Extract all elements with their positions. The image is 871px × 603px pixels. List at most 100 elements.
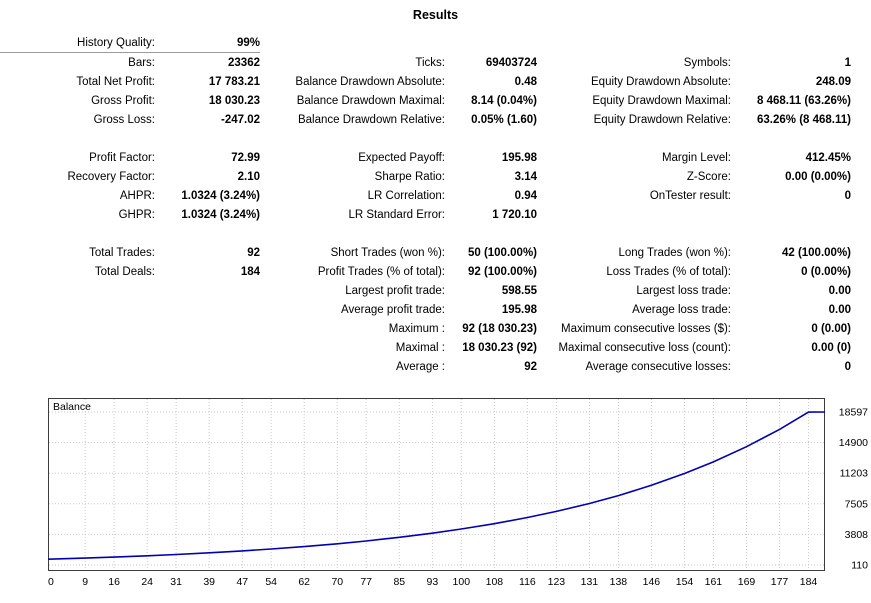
stat-value: -247.02: [220, 113, 260, 126]
stat-label: Average loss trade:: [632, 303, 731, 316]
svg-text:70: 70: [331, 576, 343, 588]
svg-text:11203: 11203: [840, 468, 869, 480]
svg-text:93: 93: [427, 576, 439, 588]
svg-text:3808: 3808: [845, 529, 869, 541]
stat-value: 8.14 (0.04%): [471, 94, 537, 107]
stat-value: 92 (18 030.23): [462, 322, 537, 335]
stat-value: 0 (0.00%): [801, 265, 851, 278]
stat-value: 42 (100.00%): [781, 246, 851, 259]
stat-value: 92: [524, 360, 537, 373]
stat-value: 184: [240, 265, 260, 278]
stats-row: Total Trades: 92 Short Trades (won %): 50 (…: [0, 243, 871, 262]
svg-text:47: 47: [236, 576, 248, 588]
stat-value: 0: [844, 360, 851, 373]
stat-value: 72.99: [231, 151, 260, 164]
stat-label: Margin Level:: [661, 151, 731, 164]
stat-label: Maximal consecutive loss (count):: [558, 341, 731, 354]
stat-label: Maximal :: [395, 341, 445, 354]
svg-text:14900: 14900: [839, 437, 868, 449]
stat-label: Maximum :: [388, 322, 445, 335]
stat-value: 99%: [155, 35, 260, 53]
stat-value: 17 783.21: [208, 75, 260, 88]
stats-row: Largest profit trade: 598.55 Largest loss …: [0, 281, 871, 300]
stats-row: History Quality: 99%: [0, 34, 871, 53]
stat-label: Average profit trade:: [341, 303, 445, 316]
balance-line: [47, 411, 826, 560]
svg-text:77: 77: [360, 576, 372, 588]
balance-chart-svg: 110 3808 7505 11203 14900 18597 0 9 16 24 31 39 47 54…: [47, 398, 869, 588]
stat-value: 412.45%: [805, 151, 851, 164]
stat-value: 63.26% (8 468.11): [757, 113, 851, 126]
stat-label: Long Trades (won %):: [618, 246, 731, 259]
stat-label: Recovery Factor:: [67, 170, 155, 183]
stat-value: 8 468.11 (63.26%): [757, 94, 851, 107]
stat-value: 3.14: [514, 170, 537, 183]
stat-label: Maximum consecutive losses ($):: [561, 322, 731, 335]
svg-text:100: 100: [453, 576, 471, 588]
svg-text:123: 123: [548, 576, 566, 588]
svg-text:169: 169: [738, 576, 756, 588]
stat-label: Equity Drawdown Maximal:: [592, 94, 731, 107]
svg-text:161: 161: [705, 576, 723, 588]
stats-row: Total Net Profit: 17 783.21 Balance Drawdo…: [0, 72, 871, 91]
stat-label: Total Net Profit:: [76, 75, 155, 88]
stat-value: 195.98: [501, 151, 537, 164]
stat-value: 50 (100.00%): [467, 246, 537, 259]
svg-text:146: 146: [643, 576, 661, 588]
stat-label: Sharpe Ratio:: [374, 170, 445, 183]
stat-label: Gross Profit:: [91, 94, 155, 107]
stat-label: Equity Drawdown Relative:: [593, 113, 731, 126]
stat-value: 0.00: [828, 284, 851, 297]
stat-label: Profit Trades (% of total):: [317, 265, 445, 278]
stats-row: Total Deals: 184 Profit Trades (% of total…: [0, 262, 871, 281]
stat-label: Equity Drawdown Absolute:: [591, 75, 731, 88]
stats-row: Recovery Factor: 2.10 Sharpe Ratio: 3.14 Z-S…: [0, 167, 871, 186]
stat-label: Average consecutive losses:: [585, 360, 731, 373]
stats-row: Maximal : 18 030.23 (92) Maximal consecuti…: [0, 338, 871, 357]
stat-value: 0.00: [828, 303, 851, 316]
balance-chart: 110 3808 7505 11203 14900 18597 0 9 16 24 31 39 47 54…: [47, 398, 871, 594]
stat-label: Balance Drawdown Absolute:: [295, 75, 445, 88]
svg-text:9: 9: [82, 576, 88, 588]
stat-label: Symbols:: [683, 56, 731, 69]
stats-row: Gross Loss: -247.02 Balance Drawdown Relat…: [0, 110, 871, 129]
stat-label: Bars:: [128, 56, 155, 69]
stat-label: LR Correlation:: [367, 189, 445, 202]
svg-text:138: 138: [610, 576, 628, 588]
stat-label: Balance Drawdown Relative:: [297, 113, 445, 126]
svg-text:108: 108: [486, 576, 504, 588]
stat-label: GHPR:: [118, 208, 155, 221]
stat-label: Largest loss trade:: [636, 284, 731, 297]
stat-label: History Quality:: [0, 35, 155, 53]
svg-text:116: 116: [519, 576, 536, 588]
svg-text:24: 24: [141, 576, 153, 588]
stat-label: Z-Score:: [686, 170, 731, 183]
stat-value: 0 (0.00): [811, 322, 851, 335]
stat-label: Short Trades (won %):: [330, 246, 445, 259]
svg-text:7505: 7505: [845, 498, 869, 510]
stat-value: 1.0324 (3.24%): [181, 208, 260, 221]
stat-value: 23362: [228, 56, 260, 69]
svg-text:39: 39: [203, 576, 215, 588]
stat-label: Profit Factor:: [89, 151, 155, 164]
svg-text:62: 62: [298, 576, 310, 588]
stat-value: 0.00 (0.00%): [785, 170, 851, 183]
stat-value: 0.48: [514, 75, 537, 88]
stat-label: Largest profit trade:: [345, 284, 445, 297]
stat-label: Ticks:: [415, 56, 445, 69]
stat-value: 0.05% (1.60): [471, 113, 537, 126]
stats-row: Profit Factor: 72.99 Expected Payoff: 195.9…: [0, 148, 871, 167]
stats-row: Average : 92 Average consecutive losses: 0: [0, 357, 871, 376]
stat-label: Total Trades:: [89, 246, 155, 259]
page-title: Results: [412, 8, 459, 22]
stats-row: Gross Profit: 18 030.23 Balance Drawdown M…: [0, 91, 871, 110]
stat-value: 1: [844, 56, 851, 69]
stat-value: 0: [844, 189, 851, 202]
stats-row: GHPR: 1.0324 (3.24%) LR Standard Error: 1 7…: [0, 205, 871, 224]
svg-text:131: 131: [581, 576, 599, 588]
stat-value: 2.10: [237, 170, 260, 183]
stat-value: 92 (100.00%): [467, 265, 537, 278]
stat-label: Expected Payoff:: [358, 151, 445, 164]
stat-value: 18 030.23 (92): [462, 341, 537, 354]
stats-row: Bars: 23362 Ticks: 69403724 Symbols: 1: [0, 53, 871, 72]
